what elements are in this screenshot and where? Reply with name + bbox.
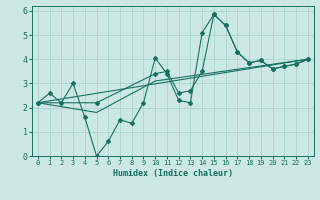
X-axis label: Humidex (Indice chaleur): Humidex (Indice chaleur) xyxy=(113,169,233,178)
